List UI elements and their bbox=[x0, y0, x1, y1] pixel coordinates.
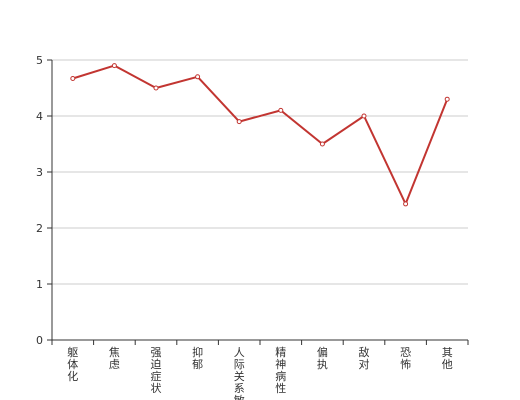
data-point[interactable] bbox=[195, 74, 201, 80]
x-tick-label: 抑郁 bbox=[192, 345, 203, 371]
x-tick-label: 恐怖 bbox=[400, 346, 411, 371]
data-point[interactable] bbox=[444, 96, 450, 102]
data-point[interactable] bbox=[153, 85, 159, 91]
y-tick-label: 0 bbox=[36, 334, 43, 347]
data-point[interactable] bbox=[236, 119, 242, 125]
series bbox=[70, 63, 450, 207]
x-tick-label: 人际关系敏感 bbox=[234, 346, 245, 400]
x-tick-label: 偏执 bbox=[317, 345, 328, 371]
grid-lines bbox=[52, 59, 468, 285]
y-tick-label: 1 bbox=[36, 278, 43, 291]
data-point[interactable] bbox=[111, 63, 117, 69]
data-point[interactable] bbox=[278, 107, 284, 113]
x-tick-label: 精神病性 bbox=[275, 346, 286, 395]
series-line bbox=[72, 64, 449, 205]
data-point[interactable] bbox=[403, 201, 409, 207]
y-tick-label: 2 bbox=[36, 222, 43, 235]
x-tick-label: 敌对 bbox=[359, 345, 370, 371]
x-tick-label: 焦虑 bbox=[109, 346, 120, 371]
x-tick-label: 强迫症状 bbox=[151, 346, 162, 395]
y-tick-label: 4 bbox=[36, 110, 43, 123]
x-tick-label: 其他 bbox=[442, 346, 453, 371]
y-tick-labels: 0 1 2 3 4 5 bbox=[36, 54, 52, 347]
axes bbox=[51, 60, 469, 345]
y-tick-label: 5 bbox=[36, 54, 43, 67]
data-point[interactable] bbox=[319, 141, 325, 147]
data-point[interactable] bbox=[70, 75, 76, 81]
x-tick-label: 躯体化 bbox=[67, 346, 78, 383]
y-tick-label: 3 bbox=[36, 166, 43, 179]
data-point[interactable] bbox=[361, 113, 367, 119]
x-tick-labels: 躯体化 焦虑 强迫症状 抑郁 人际关系敏感 精神病性 偏执 敌对 恐怖 其他 bbox=[67, 345, 452, 400]
